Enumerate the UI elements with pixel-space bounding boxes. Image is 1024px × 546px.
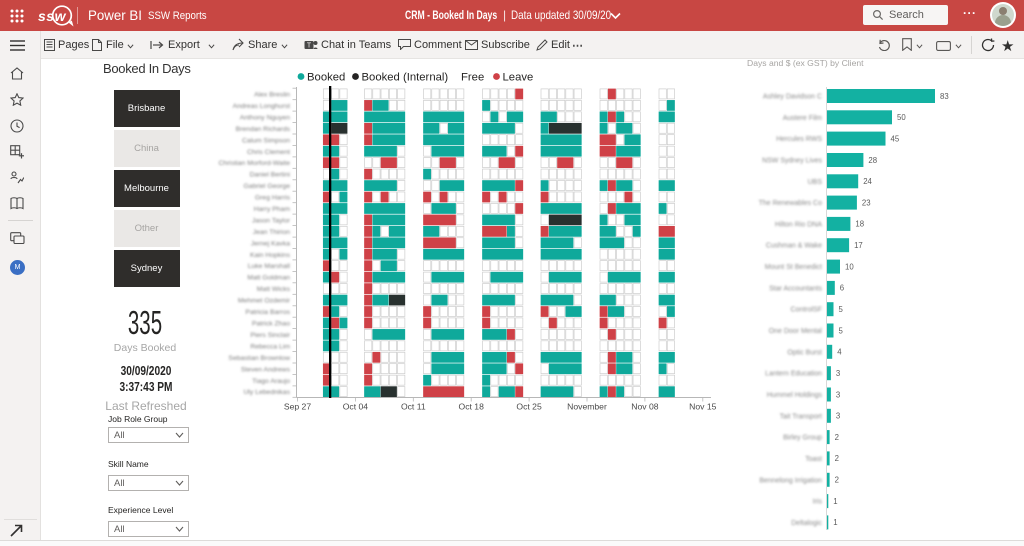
svg-text:Optic Burst: Optic Burst	[787, 349, 822, 356]
svg-text:Brendan Richards: Brendan Richards	[236, 126, 291, 133]
svg-text:Days and $ (ex GST) by Client: Days and $ (ex GST) by Client	[747, 58, 864, 68]
svg-text:NSW Sydney Lives: NSW Sydney Lives	[762, 158, 822, 165]
svg-text:Hercules RWS: Hercules RWS	[776, 136, 822, 143]
svg-text:83: 83	[940, 92, 949, 101]
svg-text:Kain Hopkins: Kain Hopkins	[250, 252, 291, 259]
svg-text:Oct 04: Oct 04	[343, 402, 369, 412]
svg-text:4: 4	[837, 348, 842, 357]
svg-text:Matt Wicks: Matt Wicks	[257, 286, 291, 293]
svg-text:Rebecca Lim: Rebecca Lim	[250, 343, 290, 350]
svg-text:Daniel Bertini: Daniel Bertini	[250, 172, 291, 179]
svg-text:Ashley Davidson C: Ashley Davidson C	[763, 94, 822, 101]
svg-text:Jean Thirion: Jean Thirion	[253, 229, 290, 236]
svg-text:Hilton Rio DNA: Hilton Rio DNA	[775, 221, 822, 228]
svg-text:Lantern Education: Lantern Education	[765, 371, 822, 378]
svg-text:Tiago Araujo: Tiago Araujo	[252, 378, 290, 385]
svg-text:Mount St Benedict: Mount St Benedict	[765, 264, 822, 271]
svg-text:2: 2	[835, 454, 839, 463]
svg-text:17: 17	[854, 241, 863, 250]
svg-text:2: 2	[835, 433, 839, 442]
svg-text:23: 23	[862, 198, 871, 207]
svg-text:5: 5	[839, 305, 844, 314]
svg-text:Gabriel George: Gabriel George	[244, 183, 291, 190]
svg-text:Iris: Iris	[813, 499, 823, 506]
svg-text:UBS: UBS	[808, 179, 823, 186]
svg-text:Piers Sinclair: Piers Sinclair	[250, 332, 290, 339]
svg-text:Austere Film: Austere Film	[783, 115, 822, 122]
svg-text:1: 1	[833, 497, 837, 506]
svg-text:Christian Morford-Waite: Christian Morford-Waite	[218, 160, 290, 167]
svg-text:Jernej Kavka: Jernej Kavka	[251, 240, 291, 247]
svg-text:Oct 11: Oct 11	[401, 402, 426, 412]
svg-text:Hummel Holdings: Hummel Holdings	[767, 392, 823, 399]
svg-text:24: 24	[863, 177, 872, 186]
svg-text:Chris Clement: Chris Clement	[247, 149, 290, 156]
svg-text:Uly Lebednikas: Uly Lebednikas	[244, 389, 291, 396]
svg-text:2: 2	[835, 476, 839, 485]
svg-text:Luke Marshall: Luke Marshall	[248, 263, 291, 270]
svg-text:3: 3	[836, 412, 840, 421]
svg-text:The Renewables Co: The Renewables Co	[759, 200, 823, 207]
svg-text:Booked: Booked	[307, 72, 345, 84]
svg-text:1: 1	[833, 518, 837, 527]
svg-text:Andreas Longhurst: Andreas Longhurst	[233, 103, 291, 110]
svg-text:3: 3	[836, 369, 840, 378]
svg-text:Oct 25: Oct 25	[516, 402, 542, 412]
svg-text:Nov 08: Nov 08	[631, 402, 658, 412]
svg-text:6: 6	[840, 284, 844, 293]
svg-text:Sep 27: Sep 27	[284, 402, 311, 412]
svg-text:Jason Taylor: Jason Taylor	[252, 217, 291, 224]
svg-text:T: T	[307, 43, 312, 50]
svg-text:10: 10	[845, 262, 854, 271]
svg-text:Greg Harris: Greg Harris	[255, 195, 291, 202]
svg-text:ControlSF: ControlSF	[790, 307, 822, 314]
svg-text:Deltalogic: Deltalogic	[791, 520, 822, 527]
svg-text:Birley Group: Birley Group	[783, 435, 822, 442]
svg-text:Tait Transport: Tait Transport	[780, 413, 822, 420]
svg-text:18: 18	[855, 220, 864, 229]
svg-text:Harry Pham: Harry Pham	[254, 206, 291, 213]
svg-text:Cushman & Wake: Cushman & Wake	[766, 243, 822, 250]
svg-text:Bennelong Irrigation: Bennelong Irrigation	[759, 477, 822, 484]
svg-text:Patrick Zhao: Patrick Zhao	[252, 321, 290, 328]
svg-text:Steven Andrews: Steven Andrews	[241, 366, 291, 373]
svg-text:Nov 15: Nov 15	[689, 402, 716, 412]
svg-text:5: 5	[839, 326, 844, 335]
svg-text:One Door Mental: One Door Mental	[769, 328, 823, 335]
svg-text:Sebastian Brownlow: Sebastian Brownlow	[228, 355, 290, 362]
svg-text:November: November	[567, 402, 607, 412]
svg-text:45: 45	[891, 134, 900, 143]
svg-text:50: 50	[897, 113, 906, 122]
svg-text:Mehmet Ozdemir: Mehmet Ozdemir	[238, 298, 291, 305]
svg-text:Free: Free	[461, 72, 484, 84]
svg-text:Calum Simpson: Calum Simpson	[242, 137, 290, 144]
svg-text:Leave: Leave	[503, 72, 534, 84]
svg-text:Anthony Nguyen: Anthony Nguyen	[240, 114, 290, 121]
svg-text:Toast: Toast	[805, 456, 822, 463]
svg-text:Star Accountants: Star Accountants	[769, 285, 822, 292]
svg-text:28: 28	[868, 156, 877, 165]
svg-text:Alex Breslin: Alex Breslin	[254, 92, 290, 99]
svg-text:Booked (Internal): Booked (Internal)	[362, 72, 449, 84]
svg-text:Patricia Barros: Patricia Barros	[245, 309, 290, 316]
svg-text:Oct 18: Oct 18	[459, 402, 485, 412]
svg-text:3: 3	[836, 390, 840, 399]
svg-text:Matt Goldman: Matt Goldman	[247, 275, 290, 282]
